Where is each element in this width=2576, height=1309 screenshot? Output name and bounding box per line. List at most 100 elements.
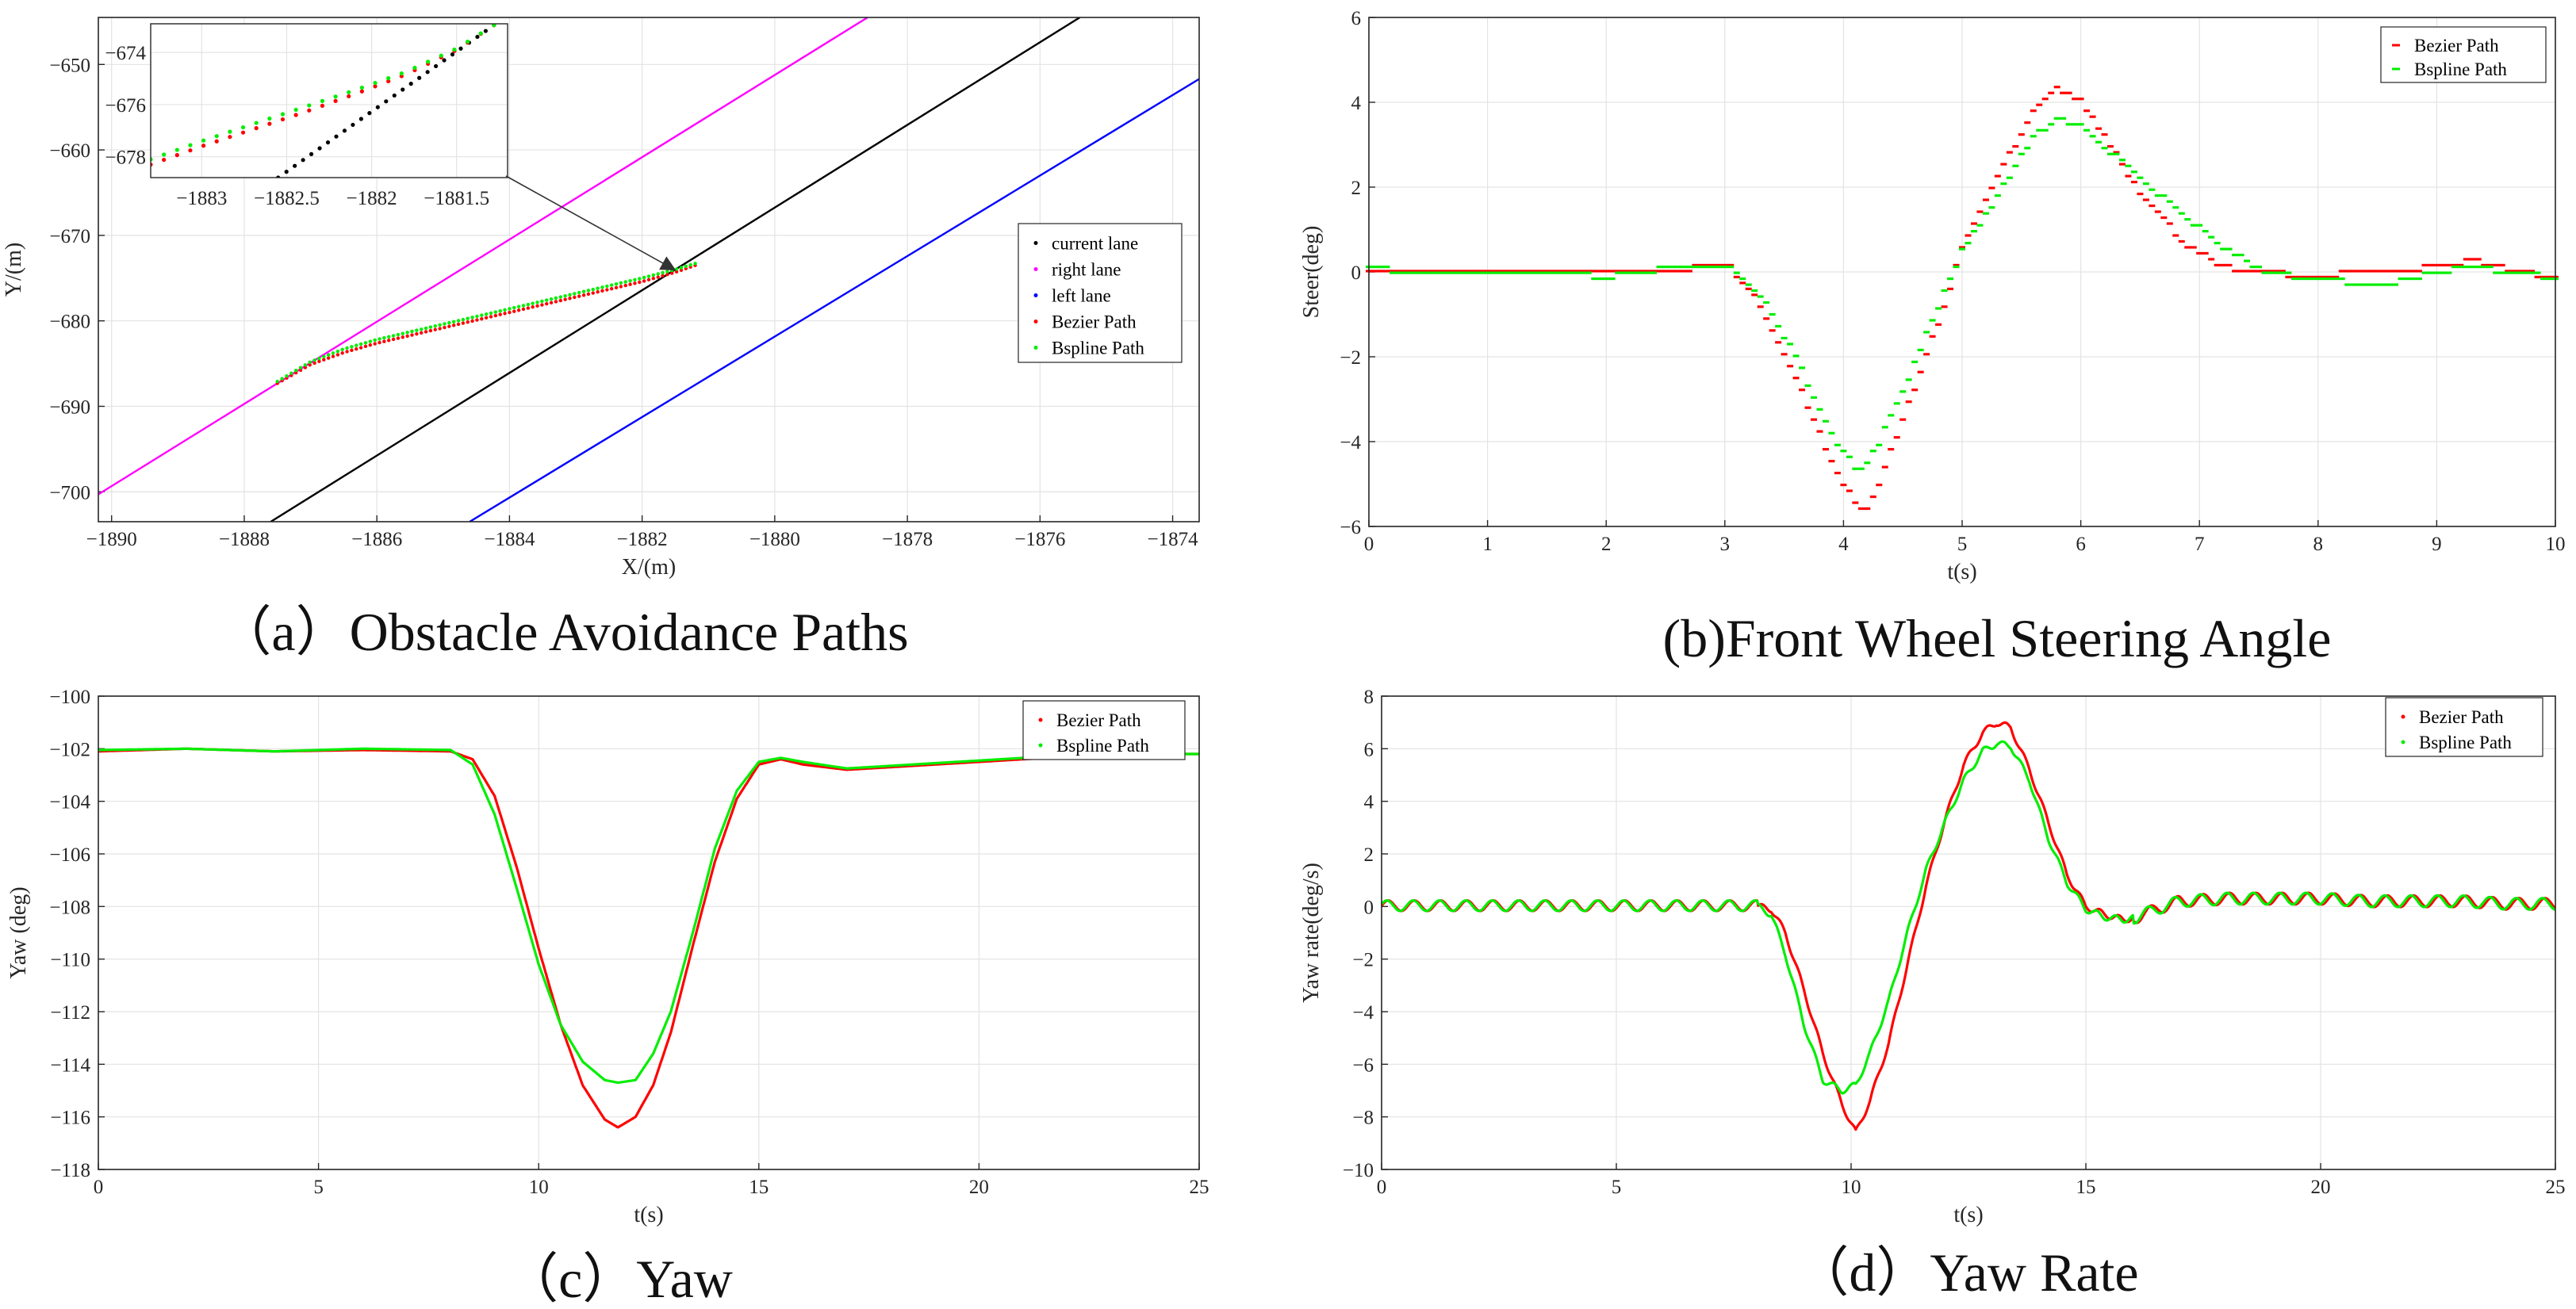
tick-labels: 0 1 2 3 4 5 6 7 8 9 10 6 4 2 0 −2 −4 −6 <box>1340 8 2565 555</box>
inset-dot <box>375 105 380 109</box>
x-tick-label: −1890 <box>86 529 137 550</box>
path-dot <box>470 319 474 323</box>
path-dot <box>512 309 516 313</box>
inset-dot <box>439 53 443 58</box>
path-dot <box>335 353 340 357</box>
path-dot <box>670 271 674 275</box>
inset-x-tick-label: −1882.5 <box>254 188 320 209</box>
inset-dot <box>452 47 457 52</box>
panel-caption: (b)Front Wheel Steering Angle <box>1663 608 2332 668</box>
path-dot <box>293 369 298 373</box>
axes-frame <box>98 17 1200 522</box>
path-dot <box>558 298 562 303</box>
path-dot <box>498 308 502 313</box>
inset-dot <box>214 139 219 144</box>
x-tick-label: 25 <box>1190 1177 1209 1198</box>
path-dot <box>391 334 396 338</box>
path-dot <box>298 368 303 373</box>
path-dot <box>573 295 577 300</box>
inset-dot <box>492 24 496 28</box>
path-dot <box>326 356 331 360</box>
series-bspline-path <box>1366 117 2559 470</box>
path-dot <box>508 310 512 315</box>
path-dot <box>303 366 308 369</box>
path-dot <box>526 302 531 307</box>
path-dot <box>503 312 507 316</box>
path-dot <box>577 290 581 295</box>
y-axis-label: Yaw rate(deg/s) <box>1299 863 1324 1003</box>
inset-dot <box>307 103 312 108</box>
legend-marker <box>2401 740 2405 744</box>
inset-dot <box>188 143 193 147</box>
path-dot <box>447 320 451 325</box>
y-tick-label: 6 <box>1351 8 1362 29</box>
path-dot <box>405 334 409 339</box>
path-dot <box>433 327 437 331</box>
inset-dot <box>254 121 259 125</box>
x-tick-label: 10 <box>529 1177 549 1198</box>
path-dot <box>447 324 451 328</box>
path-dot <box>558 295 562 299</box>
inset-dot <box>358 117 363 121</box>
path-dot <box>674 270 679 274</box>
path-dot <box>516 304 521 308</box>
path-dot <box>568 293 572 297</box>
x-tick-label: 3 <box>1720 534 1731 555</box>
legend-marker <box>1033 293 1038 297</box>
inset-dot <box>267 116 272 121</box>
inset-dot <box>293 113 298 117</box>
x-tick-label: 8 <box>2313 534 2324 555</box>
path-dot <box>322 358 326 362</box>
y-tick-label: −6 <box>1352 1054 1374 1076</box>
inset-dot <box>214 134 219 139</box>
path-dot <box>410 333 414 337</box>
inset-dot <box>228 135 232 140</box>
legend-entry: Bezier Path <box>2419 707 2504 727</box>
inset-dot <box>359 85 364 90</box>
y-tick-label: −690 <box>49 396 90 418</box>
x-tick-label: −1876 <box>1014 529 1065 550</box>
path-dot <box>600 285 604 289</box>
path-dot <box>345 346 349 350</box>
inset-dot <box>373 80 378 86</box>
x-tick-label: 5 <box>313 1177 324 1198</box>
path-dot <box>600 289 604 293</box>
y-tick-label: −118 <box>50 1160 90 1181</box>
inset-background <box>151 24 508 178</box>
x-tick-label: 25 <box>2546 1177 2566 1198</box>
path-dot <box>368 339 373 343</box>
inset-dot <box>320 103 325 108</box>
legend-entry: Bspline Path <box>2419 733 2512 752</box>
inset-dot <box>309 151 314 157</box>
path-dot <box>535 304 539 308</box>
path-dot <box>396 336 401 340</box>
inset-dot <box>293 163 297 168</box>
panel-caption: （d）Yaw Rate <box>1795 1242 2138 1303</box>
path-dot <box>623 280 627 284</box>
inset-dot <box>334 134 339 139</box>
path-dot <box>466 316 470 320</box>
path-dot <box>303 363 308 367</box>
path-dot <box>350 345 354 349</box>
x-tick-label: 7 <box>2195 534 2205 555</box>
inset-dot <box>293 107 298 113</box>
y-axis-label: Steer(deg) <box>1299 226 1324 319</box>
plot-area <box>1382 696 2555 1169</box>
legend-box <box>2380 26 2547 83</box>
y-tick-label: −650 <box>49 55 90 76</box>
y-tick-label: −114 <box>50 1054 90 1076</box>
legend-marker <box>1033 267 1038 271</box>
y-tick-label: −108 <box>49 897 90 918</box>
path-dot <box>596 290 600 294</box>
x-tick-label: 4 <box>1838 534 1849 555</box>
x-tick-label: −1878 <box>882 529 933 550</box>
series-bspline-path <box>1380 740 2556 1095</box>
path-dot <box>391 337 396 342</box>
path-dot <box>651 276 656 281</box>
x-axis-label: t(s) <box>1947 560 1976 584</box>
inset-dot <box>317 146 322 151</box>
inset-dot <box>384 99 389 104</box>
path-dot <box>475 318 479 322</box>
path-dot <box>484 312 489 316</box>
